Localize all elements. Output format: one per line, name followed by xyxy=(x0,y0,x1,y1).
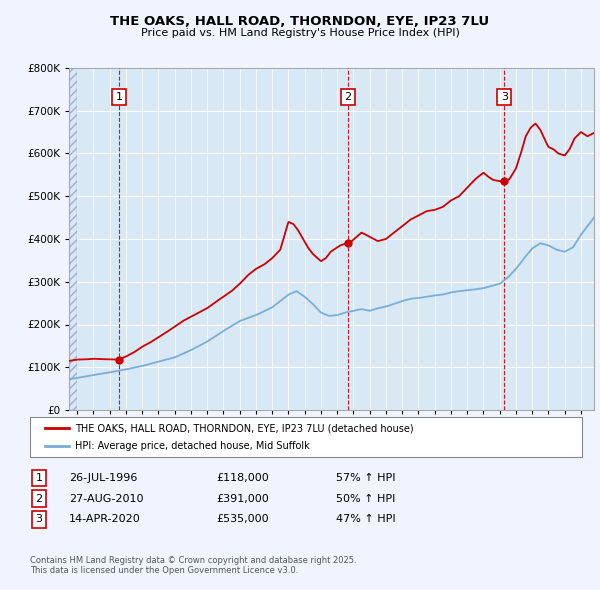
Text: 14-APR-2020: 14-APR-2020 xyxy=(69,514,141,524)
Text: 1: 1 xyxy=(35,473,43,483)
Text: 27-AUG-2010: 27-AUG-2010 xyxy=(69,494,143,503)
Text: THE OAKS, HALL ROAD, THORNDON, EYE, IP23 7LU (detached house): THE OAKS, HALL ROAD, THORNDON, EYE, IP23… xyxy=(75,424,413,434)
Text: 1: 1 xyxy=(115,92,122,102)
Text: 3: 3 xyxy=(501,92,508,102)
Bar xyxy=(69,68,77,410)
Text: HPI: Average price, detached house, Mid Suffolk: HPI: Average price, detached house, Mid … xyxy=(75,441,310,451)
Text: £118,000: £118,000 xyxy=(216,473,269,483)
Text: £535,000: £535,000 xyxy=(216,514,269,524)
Text: 26-JUL-1996: 26-JUL-1996 xyxy=(69,473,137,483)
Text: 2: 2 xyxy=(344,92,352,102)
Text: 50% ↑ HPI: 50% ↑ HPI xyxy=(336,494,395,503)
Text: THE OAKS, HALL ROAD, THORNDON, EYE, IP23 7LU: THE OAKS, HALL ROAD, THORNDON, EYE, IP23… xyxy=(110,15,490,28)
Text: 47% ↑ HPI: 47% ↑ HPI xyxy=(336,514,395,524)
Text: Price paid vs. HM Land Registry's House Price Index (HPI): Price paid vs. HM Land Registry's House … xyxy=(140,28,460,38)
Text: 2: 2 xyxy=(35,494,43,503)
Text: £391,000: £391,000 xyxy=(216,494,269,503)
Text: 57% ↑ HPI: 57% ↑ HPI xyxy=(336,473,395,483)
Text: Contains HM Land Registry data © Crown copyright and database right 2025.
This d: Contains HM Land Registry data © Crown c… xyxy=(30,556,356,575)
Text: 3: 3 xyxy=(35,514,43,524)
